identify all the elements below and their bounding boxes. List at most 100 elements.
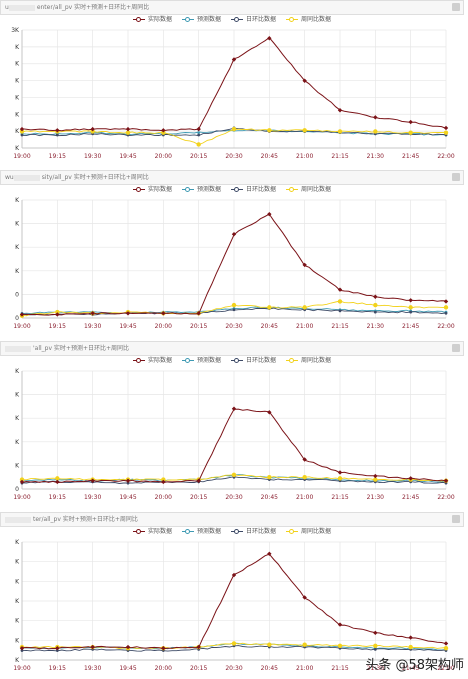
- data-point[interactable]: [408, 305, 413, 310]
- data-point[interactable]: [267, 305, 272, 310]
- data-point[interactable]: [90, 129, 95, 134]
- data-point[interactable]: [19, 312, 25, 317]
- data-point[interactable]: [373, 473, 378, 479]
- legend-item[interactable]: 实际数据: [132, 526, 172, 535]
- legend-item[interactable]: 日环比数据: [231, 526, 276, 535]
- legend-item[interactable]: 周同比数据: [286, 14, 331, 23]
- data-point[interactable]: [337, 108, 343, 113]
- dropdown-menu-icon[interactable]: [452, 344, 460, 352]
- data-point[interactable]: [337, 287, 343, 292]
- legend-item[interactable]: 预测数据: [181, 526, 221, 535]
- data-point[interactable]: [444, 311, 448, 315]
- data-point[interactable]: [443, 125, 449, 131]
- data-point[interactable]: [90, 126, 95, 132]
- data-point[interactable]: [373, 647, 377, 651]
- data-point[interactable]: [20, 133, 24, 137]
- data-point[interactable]: [338, 309, 342, 313]
- data-point[interactable]: [125, 478, 131, 483]
- data-point[interactable]: [408, 298, 413, 303]
- data-point[interactable]: [337, 129, 343, 134]
- data-point[interactable]: [231, 232, 237, 237]
- data-point[interactable]: [267, 642, 272, 647]
- data-point[interactable]: [267, 475, 272, 480]
- legend-item[interactable]: 周同比数据: [286, 355, 331, 364]
- data-point[interactable]: [267, 410, 272, 415]
- data-point[interactable]: [196, 311, 201, 316]
- data-point[interactable]: [231, 641, 237, 646]
- data-point[interactable]: [443, 305, 449, 310]
- data-point[interactable]: [161, 311, 166, 316]
- data-point[interactable]: [126, 481, 130, 485]
- data-point[interactable]: [443, 130, 449, 135]
- data-point[interactable]: [55, 312, 60, 317]
- data-point[interactable]: [408, 644, 413, 650]
- data-point[interactable]: [373, 630, 378, 636]
- data-point[interactable]: [408, 476, 413, 481]
- data-point[interactable]: [337, 622, 343, 627]
- legend-item[interactable]: 周同比数据: [286, 184, 331, 193]
- data-point[interactable]: [373, 294, 378, 299]
- data-point[interactable]: [443, 299, 449, 304]
- data-point[interactable]: [196, 478, 201, 483]
- data-point[interactable]: [231, 57, 237, 62]
- data-point[interactable]: [443, 641, 449, 646]
- data-point[interactable]: [55, 128, 60, 133]
- data-point[interactable]: [443, 646, 449, 651]
- data-point[interactable]: [302, 457, 307, 462]
- legend-item[interactable]: 日环比数据: [231, 184, 276, 193]
- data-point[interactable]: [302, 78, 307, 83]
- data-point[interactable]: [408, 119, 413, 125]
- legend-item[interactable]: 实际数据: [132, 355, 172, 364]
- data-point[interactable]: [197, 131, 201, 135]
- data-point[interactable]: [19, 129, 25, 134]
- data-point[interactable]: [196, 142, 201, 147]
- data-point[interactable]: [55, 309, 60, 315]
- data-point[interactable]: [408, 635, 413, 640]
- legend-item[interactable]: 实际数据: [132, 184, 172, 193]
- data-point[interactable]: [20, 649, 24, 652]
- data-point[interactable]: [373, 310, 377, 314]
- legend-item[interactable]: 周同比数据: [286, 526, 331, 535]
- legend-item[interactable]: 预测数据: [181, 355, 221, 364]
- data-point[interactable]: [337, 643, 343, 649]
- data-point[interactable]: [373, 129, 378, 134]
- data-point[interactable]: [196, 126, 201, 132]
- data-point[interactable]: [443, 478, 449, 483]
- legend-item[interactable]: 预测数据: [181, 184, 221, 193]
- data-point[interactable]: [125, 311, 131, 316]
- data-point[interactable]: [161, 477, 166, 482]
- data-point[interactable]: [125, 126, 131, 132]
- data-point[interactable]: [302, 475, 307, 480]
- data-point[interactable]: [231, 406, 237, 411]
- data-point[interactable]: [373, 643, 378, 649]
- data-point[interactable]: [231, 302, 237, 308]
- data-point[interactable]: [409, 310, 413, 314]
- dropdown-menu-icon[interactable]: [452, 3, 460, 11]
- legend-item[interactable]: 日环比数据: [231, 14, 276, 23]
- data-point[interactable]: [302, 305, 307, 310]
- data-point[interactable]: [90, 478, 95, 483]
- data-point[interactable]: [337, 476, 343, 481]
- data-point[interactable]: [373, 302, 378, 308]
- legend-item[interactable]: 预测数据: [181, 14, 221, 23]
- data-point[interactable]: [19, 479, 25, 485]
- data-point[interactable]: [161, 479, 166, 485]
- legend-item[interactable]: 实际数据: [132, 14, 172, 23]
- data-point[interactable]: [19, 477, 25, 482]
- data-point[interactable]: [19, 126, 25, 132]
- data-point[interactable]: [232, 308, 236, 312]
- data-point[interactable]: [125, 130, 131, 135]
- data-point[interactable]: [373, 477, 378, 482]
- data-point[interactable]: [231, 126, 237, 132]
- data-point[interactable]: [161, 130, 166, 135]
- data-point[interactable]: [337, 470, 343, 475]
- data-point[interactable]: [197, 133, 201, 137]
- data-point[interactable]: [267, 128, 272, 133]
- data-point[interactable]: [302, 262, 307, 268]
- data-point[interactable]: [161, 128, 166, 133]
- dropdown-menu-icon[interactable]: [452, 515, 460, 523]
- data-point[interactable]: [55, 476, 60, 481]
- data-point[interactable]: [408, 130, 413, 135]
- data-point[interactable]: [302, 642, 307, 647]
- data-point[interactable]: [231, 472, 237, 478]
